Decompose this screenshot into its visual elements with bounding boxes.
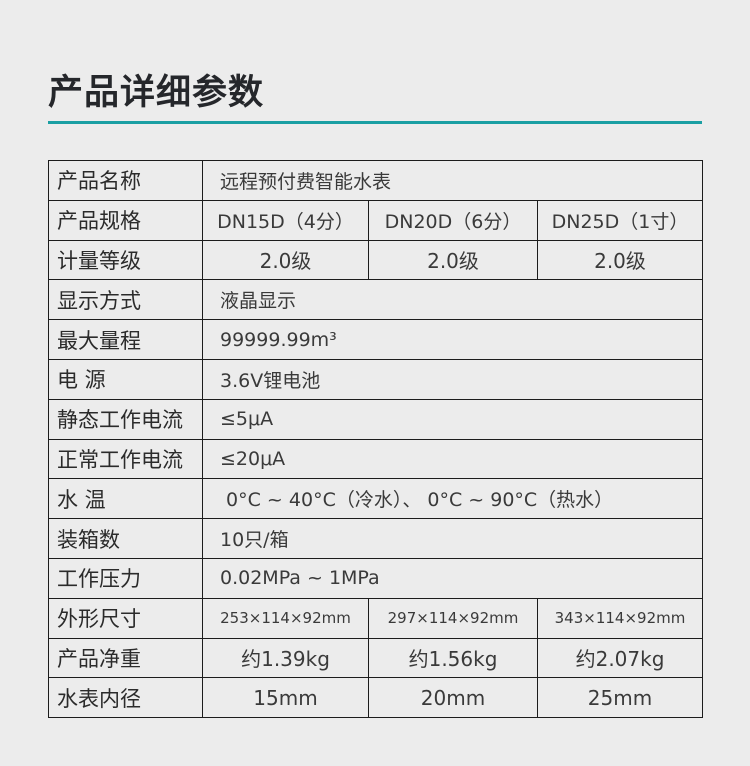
spec-value: 253×114×92mm — [202, 597, 369, 639]
spec-value: 约1.39kg — [202, 637, 369, 679]
table-row: 最大量程 99999.99m³ — [48, 319, 704, 360]
spec-table: 产品名称 远程预付费智能水表 产品规格 DN15D（4分） DN20D（6分） DN25D… — [48, 160, 704, 719]
spec-value: 20mm — [368, 677, 538, 719]
spec-value: 0.02MPa ~ 1MPa — [201, 557, 704, 599]
spec-label: 电 源 — [48, 358, 203, 400]
spec-value: 约2.07kg — [536, 637, 704, 679]
spec-label: 最大量程 — [48, 319, 203, 360]
spec-value: 10只/箱 — [201, 518, 704, 559]
page-title: 产品详细参数 — [48, 73, 265, 113]
table-row: 计量等级 2.0级 2.0级 2.0级 — [48, 239, 704, 281]
spec-value: ≤5μA — [201, 398, 704, 440]
spec-label: 水 温 — [48, 478, 203, 520]
spec-value: DN15D（4分） — [202, 199, 369, 241]
spec-label: 产品名称 — [48, 160, 203, 201]
spec-value: 3.6V锂电池 — [201, 358, 704, 400]
spec-value: DN20D（6分） — [368, 199, 538, 241]
table-row: 水表内径 15mm 20mm 25mm — [48, 677, 704, 719]
spec-value: 液晶显示 — [201, 279, 704, 321]
spec-label: 装箱数 — [48, 518, 203, 559]
spec-label: 显示方式 — [48, 279, 203, 321]
spec-value: 约1.56kg — [368, 637, 538, 679]
table-row: 水 温 0°C ~ 40°C（冷水）、 0°C ~ 90°C（热水） — [48, 478, 704, 520]
spec-value: 99999.99m³ — [201, 319, 704, 360]
table-row: 显示方式 液晶显示 — [48, 279, 704, 321]
table-row: 电 源 3.6V锂电池 — [48, 358, 704, 400]
spec-label: 外形尺寸 — [48, 597, 203, 639]
spec-value: 0°C ~ 40°C（冷水）、 0°C ~ 90°C（热水） — [201, 478, 704, 520]
spec-label: 静态工作电流 — [48, 398, 203, 440]
spec-value: 15mm — [202, 677, 369, 719]
table-row: 外形尺寸 253×114×92mm 297×114×92mm 343×114×92mm — [48, 597, 704, 639]
spec-label: 正常工作电流 — [48, 438, 203, 480]
spec-label: 计量等级 — [48, 239, 203, 281]
table-row: 产品规格 DN15D（4分） DN20D（6分） DN25D（1寸） — [48, 199, 704, 241]
spec-value: 远程预付费智能水表 — [201, 160, 704, 201]
table-row: 工作压力 0.02MPa ~ 1MPa — [48, 557, 704, 599]
spec-value: 297×114×92mm — [368, 597, 538, 639]
spec-value: 2.0级 — [202, 239, 369, 281]
table-row: 正常工作电流 ≤20μA — [48, 438, 704, 480]
spec-label: 产品规格 — [48, 199, 203, 241]
table-row: 静态工作电流 ≤5μA — [48, 398, 704, 440]
table-row: 产品名称 远程预付费智能水表 — [48, 160, 704, 201]
spec-value: DN25D（1寸） — [536, 199, 704, 241]
spec-label: 水表内径 — [48, 677, 203, 719]
spec-label: 产品净重 — [48, 637, 203, 679]
title-divider — [48, 121, 702, 124]
spec-label: 工作压力 — [48, 557, 203, 599]
table-row: 装箱数 10只/箱 — [48, 518, 704, 559]
spec-value: 343×114×92mm — [536, 597, 704, 639]
spec-value: 2.0级 — [368, 239, 538, 281]
spec-value: ≤20μA — [201, 438, 704, 480]
spec-value: 2.0级 — [536, 239, 704, 281]
table-row: 产品净重 约1.39kg 约1.56kg 约2.07kg — [48, 637, 704, 679]
spec-value: 25mm — [536, 677, 704, 719]
